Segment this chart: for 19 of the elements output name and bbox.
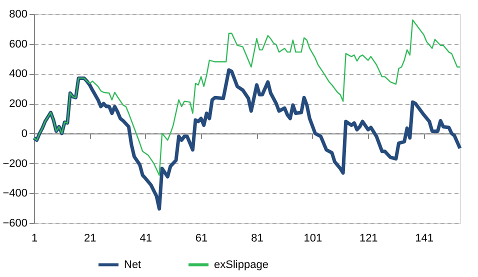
x-tick-label: 101	[304, 232, 322, 244]
y-tick-label: 800	[9, 8, 28, 20]
y-tick-label: −400	[2, 188, 28, 200]
x-tick-label: 81	[251, 232, 264, 244]
legend-label: exSlippage	[214, 258, 268, 271]
x-tick-label: 1	[31, 232, 38, 244]
y-tick-label: −200	[2, 158, 28, 170]
line-series	[33, 19, 461, 176]
x-tick-label: 121	[359, 232, 378, 244]
y-tick-label: 600	[9, 38, 28, 50]
x-tick-label: 21	[84, 232, 96, 244]
y-tick-label: −600	[2, 218, 28, 230]
x-tick-label: 141	[415, 232, 434, 244]
legend-label: Net	[124, 258, 142, 271]
y-tick-label: 0	[21, 128, 28, 140]
y-tick-label: 200	[9, 98, 28, 110]
x-tick-label: 41	[140, 232, 152, 244]
x-tick-label: 61	[195, 232, 208, 244]
y-tick-label: 400	[9, 68, 28, 80]
